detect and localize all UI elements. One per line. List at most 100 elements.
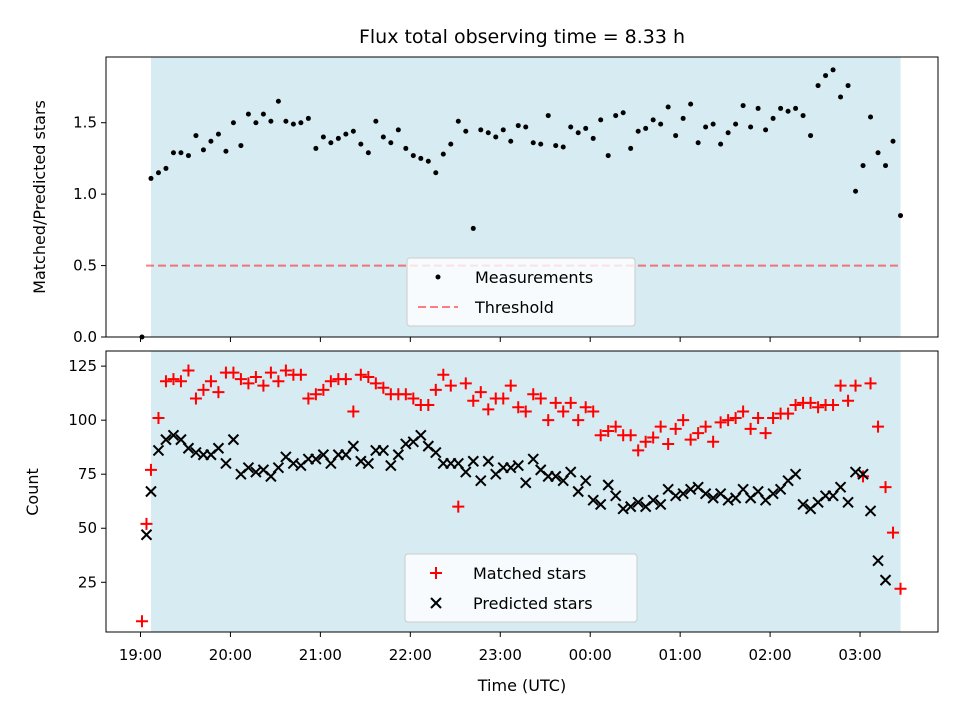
predicted-star-point: [797, 498, 809, 511]
x-tick-label: 02:00: [748, 646, 791, 664]
predicted-star-point: [415, 429, 427, 442]
bottom-panel: 25 50 75 100 125 19:00 20:00 21:00 22:00 23:00 00…: [23, 350, 939, 695]
predicted-star-point: [842, 496, 854, 509]
measurement-point: [320, 134, 326, 140]
top-legend-box: [406, 257, 636, 327]
matched-star-point: [759, 427, 772, 440]
measurement-point: [170, 150, 176, 156]
bottom-y-ticks: 25 50 75 100 125: [68, 357, 106, 591]
top-panel: 0.0 0.5 1.0 1.5 Matched/Predicted stars Mea…: [30, 56, 939, 346]
legend-predicted-label: Predicted stars: [473, 594, 593, 613]
x-tick-label: 23:00: [479, 646, 522, 664]
measurement-point: [163, 165, 169, 171]
matched-star-point: [887, 526, 900, 539]
measurement-point: [328, 140, 334, 146]
matched-star-point: [189, 392, 202, 405]
matched-star-point: [482, 403, 495, 416]
measurement-point: [823, 73, 829, 79]
predicted-star-point: [594, 498, 607, 511]
bottom-y-tick-label: 25: [78, 573, 97, 591]
predicted-star-point: [677, 487, 689, 500]
matched-star-point: [242, 377, 255, 390]
matched-star-point: [789, 399, 802, 412]
matched-star-point: [309, 388, 322, 401]
matched-star-point: [782, 407, 795, 420]
predicted-star-point: [707, 492, 719, 504]
predicted-star-point: [140, 529, 153, 541]
predicted-star-point: [699, 487, 712, 500]
matched-star-point: [872, 420, 885, 433]
matched-star-point: [272, 375, 285, 388]
measurement-point: [463, 128, 469, 134]
measurement-point: [605, 153, 611, 159]
matched-star-point: [812, 401, 825, 414]
measurement-point: [148, 175, 154, 181]
measurement-point: [763, 127, 769, 133]
predicted-star-point: [654, 498, 667, 511]
predicted-star-point: [152, 444, 165, 457]
matched-star-point: [422, 399, 435, 412]
measurement-point: [230, 120, 236, 126]
matched-star-point: [152, 412, 165, 425]
matched-star-point: [714, 416, 727, 429]
measurement-point: [718, 141, 724, 147]
matched-star-point: [894, 582, 907, 595]
predicted-star-point: [310, 453, 322, 465]
measurement-point: [440, 151, 446, 157]
measurement-point: [658, 121, 664, 127]
predicted-star-point: [272, 462, 285, 474]
matched-star-point: [354, 368, 367, 381]
measurement-point: [185, 153, 191, 159]
measurement-point: [335, 135, 341, 141]
measurement-point: [208, 138, 214, 144]
predicted-star-point: [385, 459, 397, 472]
measurement-point: [688, 101, 694, 107]
matched-star-point: [864, 377, 877, 390]
matched-star-point: [504, 379, 517, 392]
measurement-point: [725, 130, 731, 136]
matched-star-point: [752, 412, 765, 425]
matched-star-point: [834, 379, 847, 392]
predicted-star-point: [624, 500, 637, 513]
matched-star-point: [399, 388, 412, 401]
matched-star-point: [459, 377, 472, 390]
matched-star-point: [279, 364, 292, 377]
measurement-point: [530, 140, 536, 146]
measurement-point: [553, 143, 559, 149]
measurement-point: [673, 133, 679, 139]
top-x-ticks: [139, 337, 861, 342]
measurement-point: [388, 140, 394, 146]
matched-star-point: [632, 444, 645, 457]
measurement-point: [740, 103, 746, 109]
bottom-legend-box: [404, 553, 638, 623]
matched-star-point: [140, 517, 153, 530]
matched-star-point: [744, 422, 757, 435]
matched-star-point: [377, 381, 390, 394]
measurement-point: [598, 117, 604, 123]
matched-star-point: [437, 368, 450, 381]
matched-star-point: [204, 375, 217, 388]
measurement-point: [358, 141, 364, 147]
predicted-star-point: [392, 449, 405, 461]
measurement-point: [305, 115, 311, 121]
matched-star-point: [444, 379, 457, 392]
matched-star-point: [497, 392, 510, 405]
predicted-star-point: [227, 433, 240, 446]
top-legend: Measurements Threshold: [406, 257, 636, 327]
measurement-point: [890, 138, 896, 144]
matched-star-point: [804, 396, 817, 409]
matched-star-point: [684, 433, 697, 446]
measurement-point: [485, 130, 491, 136]
predicted-star-point: [167, 429, 180, 442]
bottom-y-tick-label: 75: [78, 465, 97, 483]
x-tick-label: 19:00: [119, 646, 162, 664]
x-tick-label: 22:00: [389, 646, 432, 664]
measurement-point: [538, 141, 544, 147]
matched-star-point: [587, 405, 600, 418]
measurement-point: [253, 120, 259, 126]
measurement-point: [710, 121, 716, 127]
measurement-point: [478, 127, 484, 133]
measurement-point: [410, 153, 416, 159]
matched-star-point: [594, 429, 607, 442]
measurement-point: [470, 225, 476, 231]
